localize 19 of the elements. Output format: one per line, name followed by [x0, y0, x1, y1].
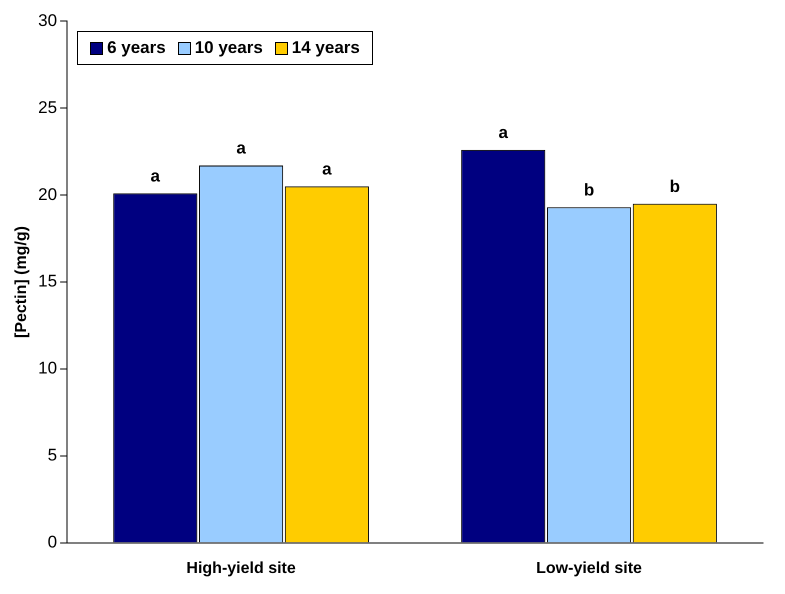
- annotation: b: [584, 180, 594, 200]
- annotation: a: [322, 160, 332, 179]
- legend-label: 14 years: [292, 38, 360, 58]
- annotation: a: [498, 123, 508, 142]
- x-tick-label: Low-yield site: [536, 560, 642, 577]
- annotation: a: [150, 166, 161, 186]
- y-tick-label: 25: [38, 98, 58, 117]
- legend-label: 10 years: [194, 38, 263, 58]
- x-tick-label: High-yield site: [186, 560, 296, 577]
- y-axis-title: [Pectin] (mg/g): [13, 226, 30, 338]
- legend-label: 6 years: [107, 38, 166, 58]
- y-tick-label: 10: [38, 358, 58, 378]
- y-tick-label: 20: [38, 184, 58, 204]
- y-tick-label: 0: [48, 532, 58, 552]
- y-tick-label: 15: [38, 272, 58, 291]
- y-tick-label: 30: [38, 10, 58, 30]
- annotation: b: [670, 176, 680, 196]
- annotation: a: [236, 138, 246, 158]
- y-tick-label: 5: [48, 446, 58, 465]
